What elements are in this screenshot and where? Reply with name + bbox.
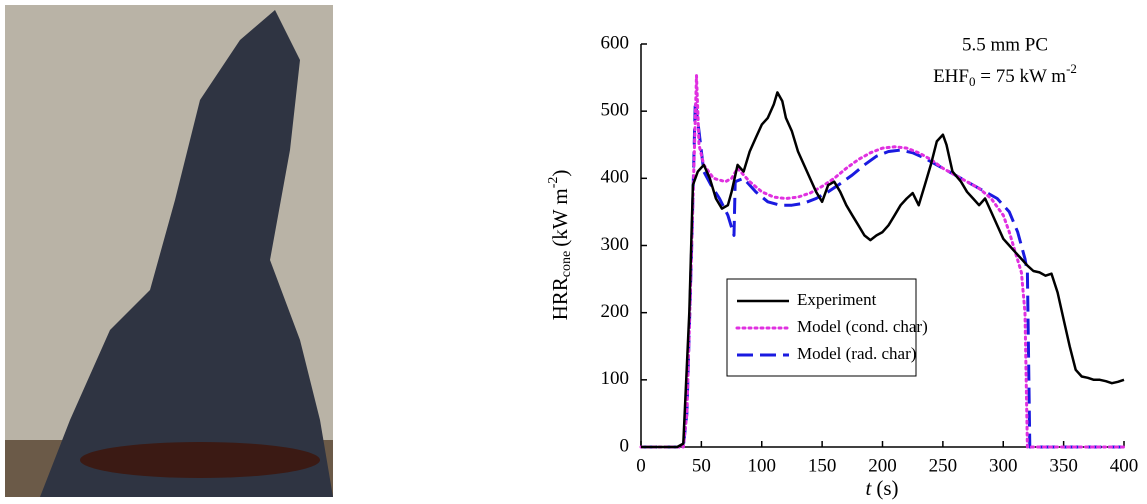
photo [5, 5, 333, 497]
x-tick-label: 250 [929, 455, 958, 476]
y-axis-label: HRRcone (kW m-2) [546, 170, 574, 321]
legend-label: Experiment [797, 290, 877, 309]
x-label-var: t [865, 476, 872, 500]
y-tick-label: 200 [601, 301, 630, 322]
x-label-unit: (s) [876, 476, 898, 500]
x-tick-label: 100 [748, 455, 777, 476]
y-tick-label: 600 [601, 32, 630, 53]
annotation-main: EHF [933, 66, 969, 87]
x-axis-label: t (s) [865, 476, 898, 500]
x-tick-label: 150 [808, 455, 837, 476]
x-tick-label: 200 [868, 455, 897, 476]
y-tick-label: 0 [620, 435, 630, 456]
legend-label: Model (rad. char) [797, 344, 916, 363]
annotation-line1: 5.5 mm PC [962, 34, 1048, 55]
x-tick-label: 300 [989, 455, 1018, 476]
legend-box [726, 278, 917, 377]
annotation-rest: = 75 kW m [975, 66, 1066, 87]
series-line [641, 99, 1124, 449]
y-label-unit: (kW m [548, 188, 572, 247]
y-tick-label: 500 [601, 100, 630, 121]
series-line [639, 74, 1126, 449]
annotation-line2: EHF0 = 75 kW m-2 [933, 61, 1077, 89]
y-tick-label: 400 [601, 167, 630, 188]
y-tick-label: 300 [601, 234, 630, 255]
photo-residue [80, 442, 320, 478]
y-label-sup: -2 [546, 177, 561, 189]
x-tick-label: 50 [692, 455, 711, 476]
y-label-main: HRR [548, 277, 572, 320]
y-tick-label: 100 [601, 368, 630, 389]
legend-label: Model (cond. char) [797, 317, 928, 336]
annotation-sub: 0 [969, 74, 976, 89]
legend: Experiment Model (cond. char) Model (rad. … [726, 278, 928, 377]
x-tick-label: 400 [1110, 455, 1139, 476]
photo-char [40, 10, 333, 497]
series-line [641, 91, 1125, 449]
x-tick-label: 0 [636, 455, 646, 476]
y-label-end: ) [548, 170, 572, 177]
annotation-sup: -2 [1066, 61, 1077, 76]
x-tick-label: 350 [1049, 455, 1078, 476]
y-label-sub: cone [559, 251, 574, 277]
